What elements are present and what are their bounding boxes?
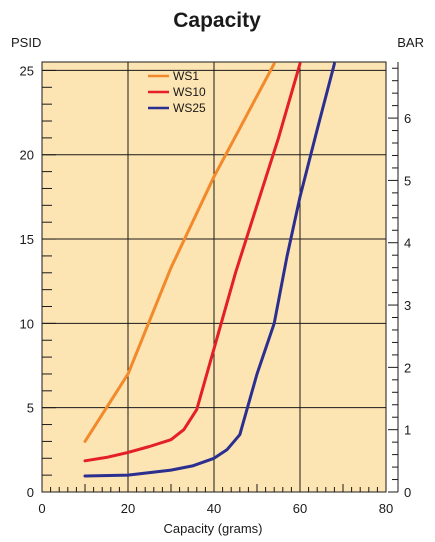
series-line-ws10	[83, 62, 302, 463]
x-tick-label: 0	[38, 501, 45, 516]
y-right-tick-label: 0	[404, 485, 411, 500]
series-line-ws25	[83, 62, 336, 478]
y-left-tick-label: 20	[20, 148, 34, 163]
y-left-unit-label: PSID	[11, 35, 41, 50]
y-right-tick-label: 6	[404, 111, 411, 126]
legend-label-ws1: WS1	[173, 69, 199, 83]
y-left-tick-label: 25	[20, 63, 34, 78]
y-right-tick-label: 1	[404, 423, 411, 438]
x-tick-label: 40	[207, 501, 221, 516]
chart-title: Capacity	[173, 9, 261, 32]
y-left-tick-label: 10	[20, 316, 34, 331]
x-tick-label: 20	[121, 501, 135, 516]
x-axis: 0 20 40 60 80	[38, 484, 393, 516]
legend-label-ws25: WS25	[173, 101, 206, 115]
series-lines	[83, 62, 336, 478]
y-left-tick-label: 0	[27, 485, 34, 500]
y-left-tick-label: 15	[20, 232, 34, 247]
y-right-tick-label: 4	[404, 236, 411, 251]
legend-label-ws10: WS10	[173, 85, 206, 99]
x-axis-label: Capacity (grams)	[164, 521, 263, 536]
x-tick-label: 80	[379, 501, 393, 516]
y-right-axis: 0 1 2 3 4 5 6	[388, 62, 411, 500]
y-right-tick-label: 3	[404, 298, 411, 313]
grid-lines	[42, 62, 386, 492]
series-line-ws1	[83, 62, 276, 443]
y-right-tick-label: 5	[404, 173, 411, 188]
y-right-unit-label: BAR	[397, 35, 424, 50]
y-right-tick-label: 2	[404, 360, 411, 375]
y-left-tick-label: 5	[27, 401, 34, 416]
x-tick-label: 60	[293, 501, 307, 516]
y-left-axis: 0 5 10 15 20 25	[20, 63, 56, 500]
legend: WS1 WS10 WS25	[148, 69, 206, 115]
